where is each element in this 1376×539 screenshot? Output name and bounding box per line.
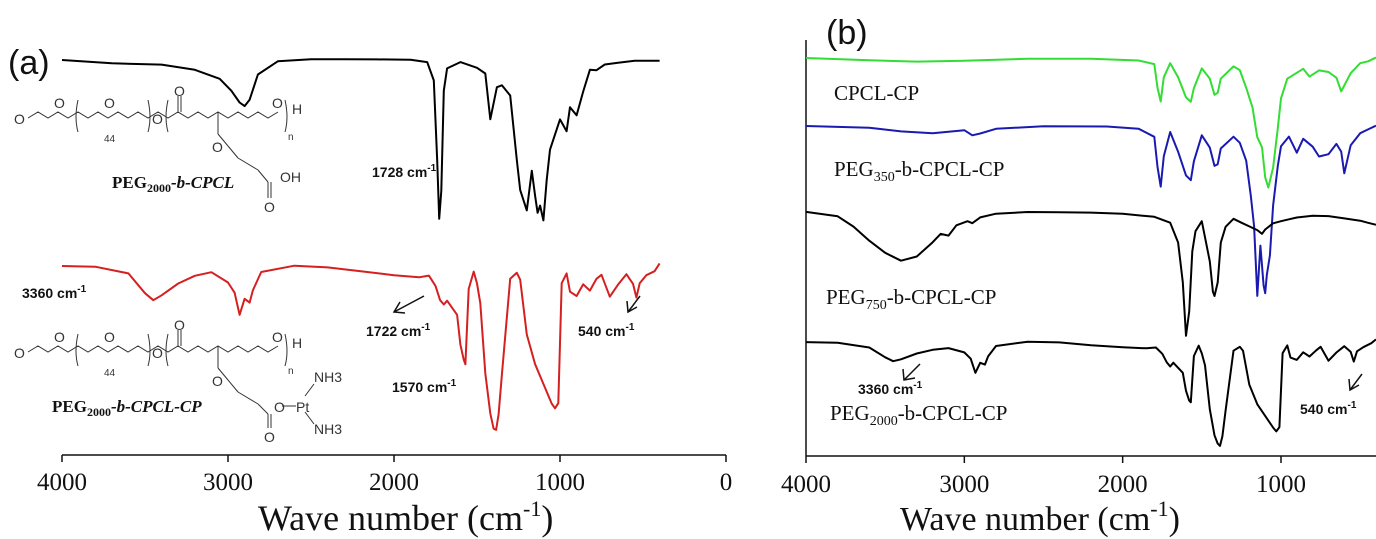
panel-a-tick-label-3000: 3000 [203,469,253,496]
label-peg750: PEG750-b-CPCL-CP [826,285,996,313]
arrow-3360-b [902,363,921,381]
structure-2-name: PEG2000-b-CPCL-CP [52,397,202,419]
svg-text:O: O [174,317,185,333]
panel-b-series [805,56,1376,447]
panel-a-tick-label-0: 0 [720,469,733,496]
svg-text:O: O [152,111,163,127]
panel-b-series-peg750-b-cpcl-cp [805,210,1376,337]
svg-text:O: O [174,83,185,99]
svg-text:O: O [54,95,65,111]
svg-text:O: O [274,399,285,415]
panel-a-tick-label-1000: 1000 [535,469,585,496]
svg-text:H: H [292,101,302,117]
panel-a-x-ticks: 4000 3000 2000 1000 0 [37,455,732,496]
structure-1-text: O O O 44 O O O H n O OH O PEG2000-b-CPCL [14,83,302,215]
svg-text:H: H [292,335,302,351]
panel-b-annotations: 3360 cm-1 540 cm-1 [858,363,1363,417]
svg-text:O: O [14,345,25,361]
annotation-1728: 1728 cm-1 [372,163,437,180]
annotation-1722: 1722 cm-1 [366,322,431,339]
arrow-540-a [626,295,641,314]
svg-text:O: O [54,329,65,345]
arrow-540-b [1348,373,1363,392]
panel-a-series [61,58,661,431]
svg-text:NH3: NH3 [314,421,342,437]
annotation-540-a: 540 cm-1 [578,322,635,339]
panel-a-series-peg2000-b-cpcl-cp [61,262,661,431]
svg-text:O: O [272,95,283,111]
label-cpcl-cp: CPCL-CP [834,81,919,105]
panel-a-annotations: 1728 cm-1 3360 cm-1 1722 cm-1 540 cm-1 1… [22,163,641,395]
panel-b-series-peg350-b-cpcl-cp [805,124,1376,297]
annotation-3360-b: 3360 cm-1 [858,380,923,397]
svg-text:O: O [152,345,163,361]
svg-text:O: O [212,139,223,155]
structure-1-name: PEG2000-b-CPCL [112,173,234,195]
svg-text:Pt: Pt [296,399,309,415]
panel-b-tick-label-3000: 3000 [939,471,989,498]
svg-text:O: O [104,329,115,345]
panel-a: (a) 4000 3000 2000 1000 0 Wave number (cm-1)… [8,44,732,538]
panel-b-x-ticks: 4000 3000 2000 1000 [781,456,1306,498]
panel-b: (b) 4000 3000 2000 1000 Wave number (cm-1) … [781,14,1376,538]
panel-a-tick-label-2000: 2000 [369,469,419,496]
panel-a-tick-label-4000: 4000 [37,469,87,496]
svg-text:n: n [288,366,294,377]
svg-text:O: O [212,373,223,389]
svg-text:O: O [264,429,275,445]
svg-text:O: O [14,111,25,127]
svg-text:NH3: NH3 [314,369,342,385]
svg-text:n: n [288,132,294,143]
label-peg350: PEG350-b-CPCL-CP [834,157,1004,185]
label-peg2000: PEG2000-b-CPCL-CP [830,401,1007,429]
annotation-540-b: 540 cm-1 [1300,400,1357,417]
panel-b-tick-label-1000: 1000 [1256,471,1306,498]
panel-b-series-cpcl-cp [805,56,1376,189]
structure-peg2000-b-cpcl-cp [27,330,315,428]
structure-2-text: O O O 44 O O O H n O O Pt NH3 NH3 O PEG2… [14,317,342,445]
svg-text:44: 44 [104,134,116,145]
panel-b-tick-label-4000: 4000 [781,471,831,498]
svg-text:44: 44 [104,368,116,379]
panel-b-series-peg2000-b-cpcl-cp [805,338,1376,447]
panel-b-series-labels: CPCL-CP PEG350-b-CPCL-CP PEG750-b-CPCL-C… [826,81,1007,429]
panel-a-x-axis-title: Wave number (cm-1) [258,496,553,538]
svg-text:O: O [272,329,283,345]
panel-b-x-axis-title: Wave number (cm-1) [900,496,1180,538]
svg-text:O: O [264,199,275,215]
annotation-3360-a: 3360 cm-1 [22,284,87,301]
panel-b-label: (b) [826,14,868,52]
panel-a-series-peg2000-b-cpcl [61,58,660,222]
panel-b-tick-label-2000: 2000 [1098,471,1148,498]
arrow-1722 [392,295,425,314]
panel-a-label: (a) [8,44,50,82]
structure-peg2000-b-cpcl [27,96,288,198]
svg-text:OH: OH [280,169,301,185]
svg-text:O: O [104,95,115,111]
annotation-1570: 1570 cm-1 [392,378,457,395]
